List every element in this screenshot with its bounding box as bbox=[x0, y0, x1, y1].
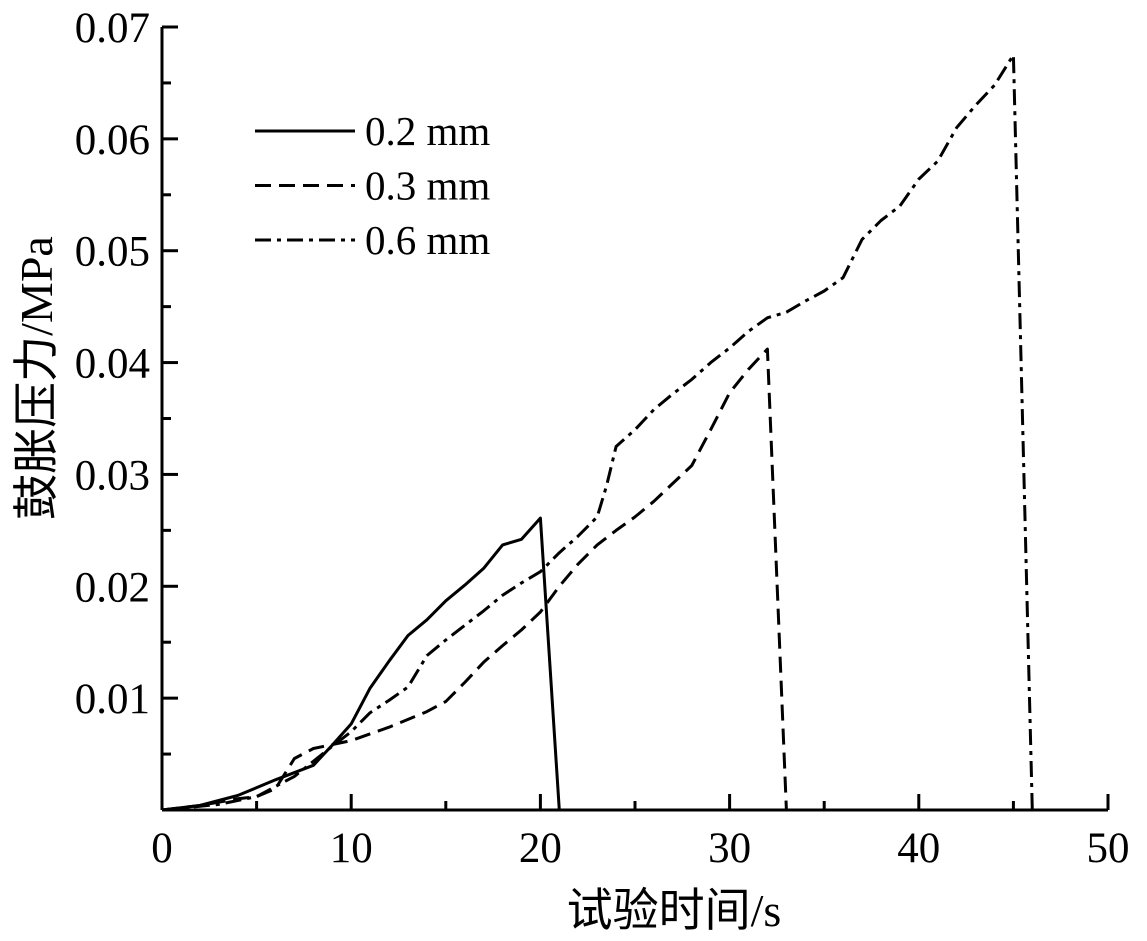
legend-item: 0.6 mm bbox=[255, 217, 490, 263]
series-line-0-6-mm bbox=[161, 53, 1034, 812]
x-tick-label: 50 bbox=[1087, 825, 1130, 872]
y-tick-label: 0.06 bbox=[75, 117, 150, 164]
plot-series bbox=[161, 53, 1034, 812]
y-tick-label: 0.03 bbox=[75, 452, 150, 499]
legend-item: 0.2 mm bbox=[255, 108, 490, 154]
y-tick-label: 0.02 bbox=[75, 564, 150, 611]
y-tick-label: 0.04 bbox=[75, 341, 150, 388]
series-line-0-2-mm bbox=[161, 516, 561, 812]
y-axis-ticks: 0.01 0.02 0.03 0.04 0.05 0.06 0.07 bbox=[75, 5, 178, 756]
x-axis-ticks: 0 10 20 30 40 50 bbox=[151, 794, 1130, 872]
legend-label: 0.2 mm bbox=[365, 108, 490, 154]
x-tick-label: 30 bbox=[708, 825, 751, 872]
x-tick-label: 20 bbox=[519, 825, 562, 872]
legend-item: 0.3 mm bbox=[255, 163, 490, 209]
series-line-0-3-mm bbox=[161, 347, 788, 812]
x-axis-label: 试验时间/s bbox=[567, 885, 782, 936]
y-tick-label: 0.05 bbox=[75, 229, 150, 276]
y-tick-label: 0.01 bbox=[75, 676, 150, 723]
x-tick-label: 10 bbox=[330, 825, 373, 872]
legend-label: 0.3 mm bbox=[365, 163, 490, 209]
y-axis-label: 鼓胀压力/MPa bbox=[11, 236, 62, 520]
x-tick-label: 0 bbox=[151, 825, 173, 872]
legend: 0.2 mm 0.3 mm 0.6 mm bbox=[255, 108, 490, 263]
legend-label: 0.6 mm bbox=[365, 217, 490, 263]
x-tick-label: 40 bbox=[897, 825, 940, 872]
y-tick-label: 0.07 bbox=[75, 5, 150, 52]
